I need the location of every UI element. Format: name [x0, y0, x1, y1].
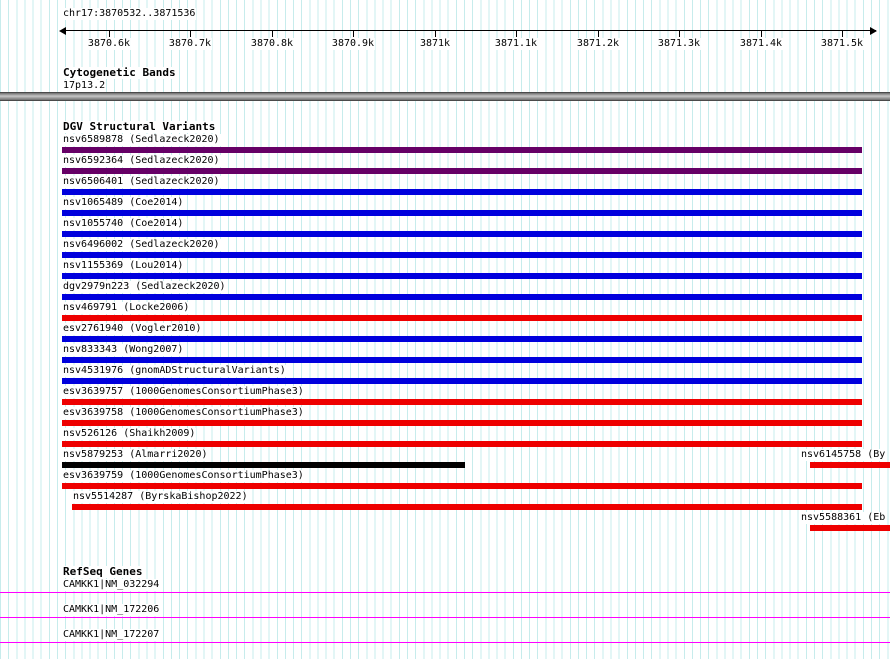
ruler-tick	[435, 30, 436, 37]
variant-label[interactable]: nsv6592364 (Sedlazeck2020)	[62, 155, 221, 167]
variant-label[interactable]: esv3639757 (1000GenomesConsortiumPhase3)	[62, 386, 305, 398]
ruler-tick-label: 3871.2k	[575, 38, 621, 50]
variant-bar[interactable]	[62, 420, 862, 426]
gene-transcript-line[interactable]	[0, 592, 890, 593]
variant-bar[interactable]	[62, 294, 862, 300]
gene-transcript-line[interactable]	[0, 617, 890, 618]
variant-bar[interactable]	[62, 378, 862, 384]
variant-label[interactable]: esv2761940 (Vogler2010)	[62, 323, 203, 335]
cytogenetic-bands-header: Cytogenetic Bands	[62, 66, 177, 79]
variant-bar[interactable]	[62, 399, 862, 405]
variant-bar[interactable]	[62, 273, 862, 279]
ruler-tick-label: 3871k	[418, 38, 452, 50]
variant-label[interactable]: nsv4531976 (gnomADStructuralVariants)	[62, 365, 287, 377]
variant-label[interactable]: nsv6506401 (Sedlazeck2020)	[62, 176, 221, 188]
variant-label[interactable]: nsv6145758 (By	[800, 449, 887, 461]
variant-bar[interactable]	[72, 504, 862, 510]
gene-transcript-line[interactable]	[0, 642, 890, 643]
variant-bar[interactable]	[62, 189, 862, 195]
ruler-tick	[272, 30, 273, 37]
ruler-tick	[190, 30, 191, 37]
cytoband-label: 17p13.2	[62, 80, 107, 92]
variant-bar[interactable]	[62, 441, 862, 447]
ruler-tick	[598, 30, 599, 37]
variant-label[interactable]: nsv5879253 (Almarri2020)	[62, 449, 209, 461]
variant-label[interactable]: nsv5514287 (ByrskaBishop2022)	[72, 491, 249, 503]
ruler-tick-label: 3871.4k	[738, 38, 784, 50]
ruler-tick-label: 3870.8k	[249, 38, 295, 50]
ruler-tick	[109, 30, 110, 37]
cytoband-bar	[0, 92, 890, 101]
ruler-tick	[761, 30, 762, 37]
variant-bar[interactable]	[810, 525, 890, 531]
variant-bar[interactable]	[62, 252, 862, 258]
variant-bar[interactable]	[810, 462, 890, 468]
ruler-left-arrow-icon	[59, 27, 66, 35]
ruler-tick-label: 3870.9k	[330, 38, 376, 50]
variant-label[interactable]: dgv2979n223 (Sedlazeck2020)	[62, 281, 227, 293]
ruler-right-arrow-icon	[870, 27, 877, 35]
variant-label[interactable]: nsv1055740 (Coe2014)	[62, 218, 185, 230]
variant-label[interactable]: nsv526126 (Shaikh2009)	[62, 428, 197, 440]
variant-label[interactable]: nsv1155369 (Lou2014)	[62, 260, 185, 272]
ruler-tick-label: 3871.3k	[656, 38, 702, 50]
refseq-genes-header: RefSeq Genes	[62, 565, 144, 578]
variant-bar[interactable]	[62, 357, 862, 363]
variant-bar[interactable]	[62, 168, 862, 174]
dgv-structural-variants-header: DGV Structural Variants	[62, 120, 217, 133]
ruler-tick-label: 3871.1k	[493, 38, 539, 50]
variant-bar[interactable]	[62, 210, 862, 216]
ruler-tick-label: 3870.7k	[167, 38, 213, 50]
variant-label[interactable]: nsv5588361 (Eb	[800, 512, 887, 524]
ruler-tick	[679, 30, 680, 37]
variant-label[interactable]: nsv833343 (Wong2007)	[62, 344, 185, 356]
variant-label[interactable]: nsv1065489 (Coe2014)	[62, 197, 185, 209]
ruler-line	[62, 30, 876, 31]
gene-label[interactable]: CAMKK1|NM_172206	[62, 604, 161, 616]
variant-bar[interactable]	[62, 462, 465, 468]
variant-bar[interactable]	[62, 336, 862, 342]
variant-label[interactable]: nsv6589878 (Sedlazeck2020)	[62, 134, 221, 146]
variant-bar[interactable]	[62, 315, 862, 321]
gene-label[interactable]: CAMKK1|NM_172207	[62, 629, 161, 641]
variant-bar[interactable]	[62, 231, 862, 237]
variant-label[interactable]: nsv6496002 (Sedlazeck2020)	[62, 239, 221, 251]
variant-label[interactable]: esv3639759 (1000GenomesConsortiumPhase3)	[62, 470, 305, 482]
ruler-tick	[516, 30, 517, 37]
variant-label[interactable]: nsv469791 (Locke2006)	[62, 302, 191, 314]
variant-bar[interactable]	[62, 483, 862, 489]
gene-label[interactable]: CAMKK1|NM_032294	[62, 579, 161, 591]
ruler-tick-label: 3870.6k	[86, 38, 132, 50]
ruler-tick	[842, 30, 843, 37]
ruler-tick	[353, 30, 354, 37]
ruler-tick-label: 3871.5k	[819, 38, 865, 50]
region-position-label: chr17:3870532..3871536	[62, 8, 197, 20]
variant-label[interactable]: esv3639758 (1000GenomesConsortiumPhase3)	[62, 407, 305, 419]
variant-bar[interactable]	[62, 147, 862, 153]
